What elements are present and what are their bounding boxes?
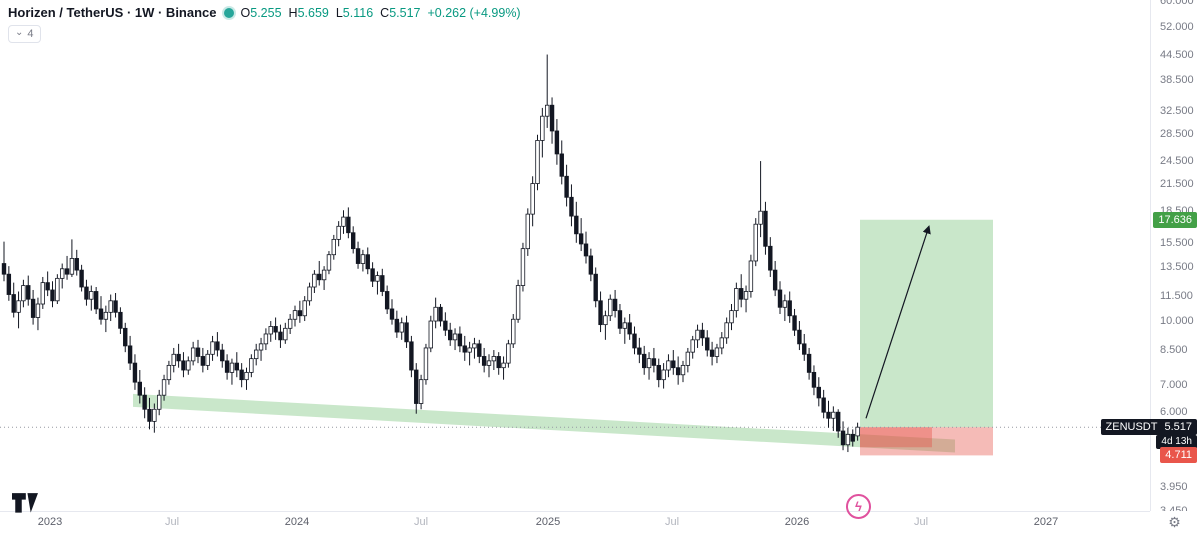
price-tick: 8.500 [1160,344,1188,357]
price-tick: 38.500 [1160,74,1194,87]
time-tick[interactable]: Jul [164,516,180,528]
collapsed-indicator-count: 4 [27,28,34,40]
time-tick[interactable]: 2024 [284,516,310,528]
time-tick[interactable]: Jul [664,516,680,528]
price-tick: 13.500 [1160,261,1194,274]
price-tick: 15.500 [1160,236,1194,249]
last-price: 5.517 [1164,421,1192,434]
tradingview-logo[interactable] [10,489,40,520]
symbol-ticker: ZENUSDT [1105,421,1158,434]
pink-spark-icon[interactable]: ϟ [846,494,871,519]
change-value: +0.262 (+4.99%) [427,5,521,20]
time-axis[interactable]: 2023 Jul 2024 Jul 2025 Jul 2026 Jul 2027 [0,511,1199,533]
price-tick: 21.500 [1160,178,1194,191]
price-tick: 28.500 [1160,128,1194,141]
price-tick: 52.000 [1160,20,1194,33]
open-value: O5.255 [240,5,282,20]
price-tick: 44.500 [1160,48,1194,61]
chevron-down-icon: ⌄ [15,26,24,38]
candlestick-chart-canvas[interactable] [0,0,1150,511]
price-tick: 32.500 [1160,104,1194,117]
time-tick[interactable]: 2027 [1033,516,1059,528]
price-tick: 24.500 [1160,155,1194,168]
time-tick[interactable]: 2026 [784,516,810,528]
time-tick[interactable]: 2023 [37,516,63,528]
price-tick: 10.000 [1160,315,1194,328]
legend-collapse-toggle[interactable]: ⌄ 4 [8,25,41,43]
price-tick: 6.000 [1160,406,1188,419]
symbol-title[interactable]: Horizen / TetherUS · 1W · Binance [8,5,217,20]
price-tick: 60.000 [1160,0,1194,8]
low-value: L5.116 [335,5,374,20]
high-value: H5.659 [288,5,329,20]
time-tick[interactable]: Jul [913,516,929,528]
price-tick: 3.950 [1160,480,1188,493]
price-tick: 3.450 [1160,505,1188,511]
close-value: C5.517 [380,5,421,20]
target-price-label[interactable]: 17.636 [1153,211,1197,228]
data-source-icon[interactable] [223,7,234,18]
bar-close-countdown: 4d 13h [1156,435,1197,450]
time-tick[interactable]: Jul [413,516,429,528]
ohlc-readout: O5.255 H5.659 L5.116 C5.517 +0.262 (+4.9… [241,6,521,20]
price-tick: 7.000 [1160,378,1188,391]
symbol-legend: Horizen / TetherUS · 1W · Binance O5.255… [8,5,521,20]
axis-settings-corner: ⚙ [1150,511,1199,533]
price-tick: 11.500 [1160,290,1193,303]
stop-price-label[interactable]: 4.711 [1160,447,1197,464]
time-tick[interactable]: 2025 [535,516,561,528]
current-price-label[interactable]: ZENUSDT 5.517 [1100,419,1197,436]
gear-icon[interactable]: ⚙ [1168,513,1181,530]
